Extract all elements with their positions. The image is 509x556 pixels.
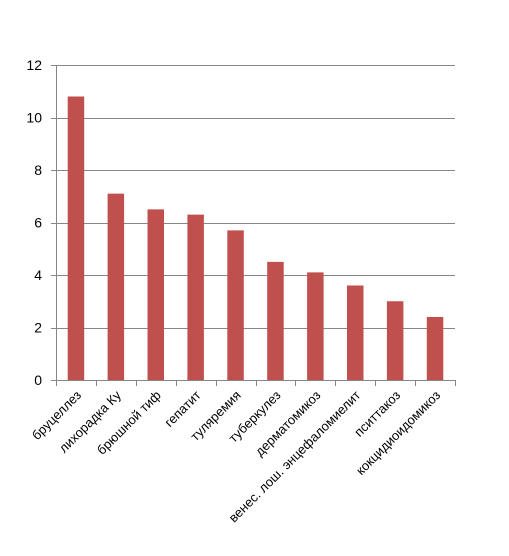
bar-6	[267, 261, 284, 381]
bar-3	[147, 209, 164, 381]
bar-9	[386, 301, 404, 380]
y-tick-label: 2	[34, 320, 42, 336]
y-tick-label: 12	[26, 57, 42, 73]
bar-4	[187, 214, 204, 381]
y-tick-label: 8	[34, 162, 42, 178]
bar-7	[307, 272, 324, 381]
y-tick-labels: 0 2 4 6 8 10 12	[26, 57, 42, 388]
y-tick-label: 0	[34, 372, 42, 388]
y-tick-label: 10	[26, 110, 42, 126]
bar-8	[347, 285, 364, 380]
bar-2	[107, 193, 125, 381]
y-tick-label: 6	[34, 215, 42, 231]
y-tick-label: 4	[34, 267, 42, 283]
bar-5	[227, 230, 244, 381]
bars	[67, 96, 444, 381]
bar-1	[67, 96, 85, 380]
axes	[51, 65, 456, 386]
bar-10	[426, 317, 444, 380]
